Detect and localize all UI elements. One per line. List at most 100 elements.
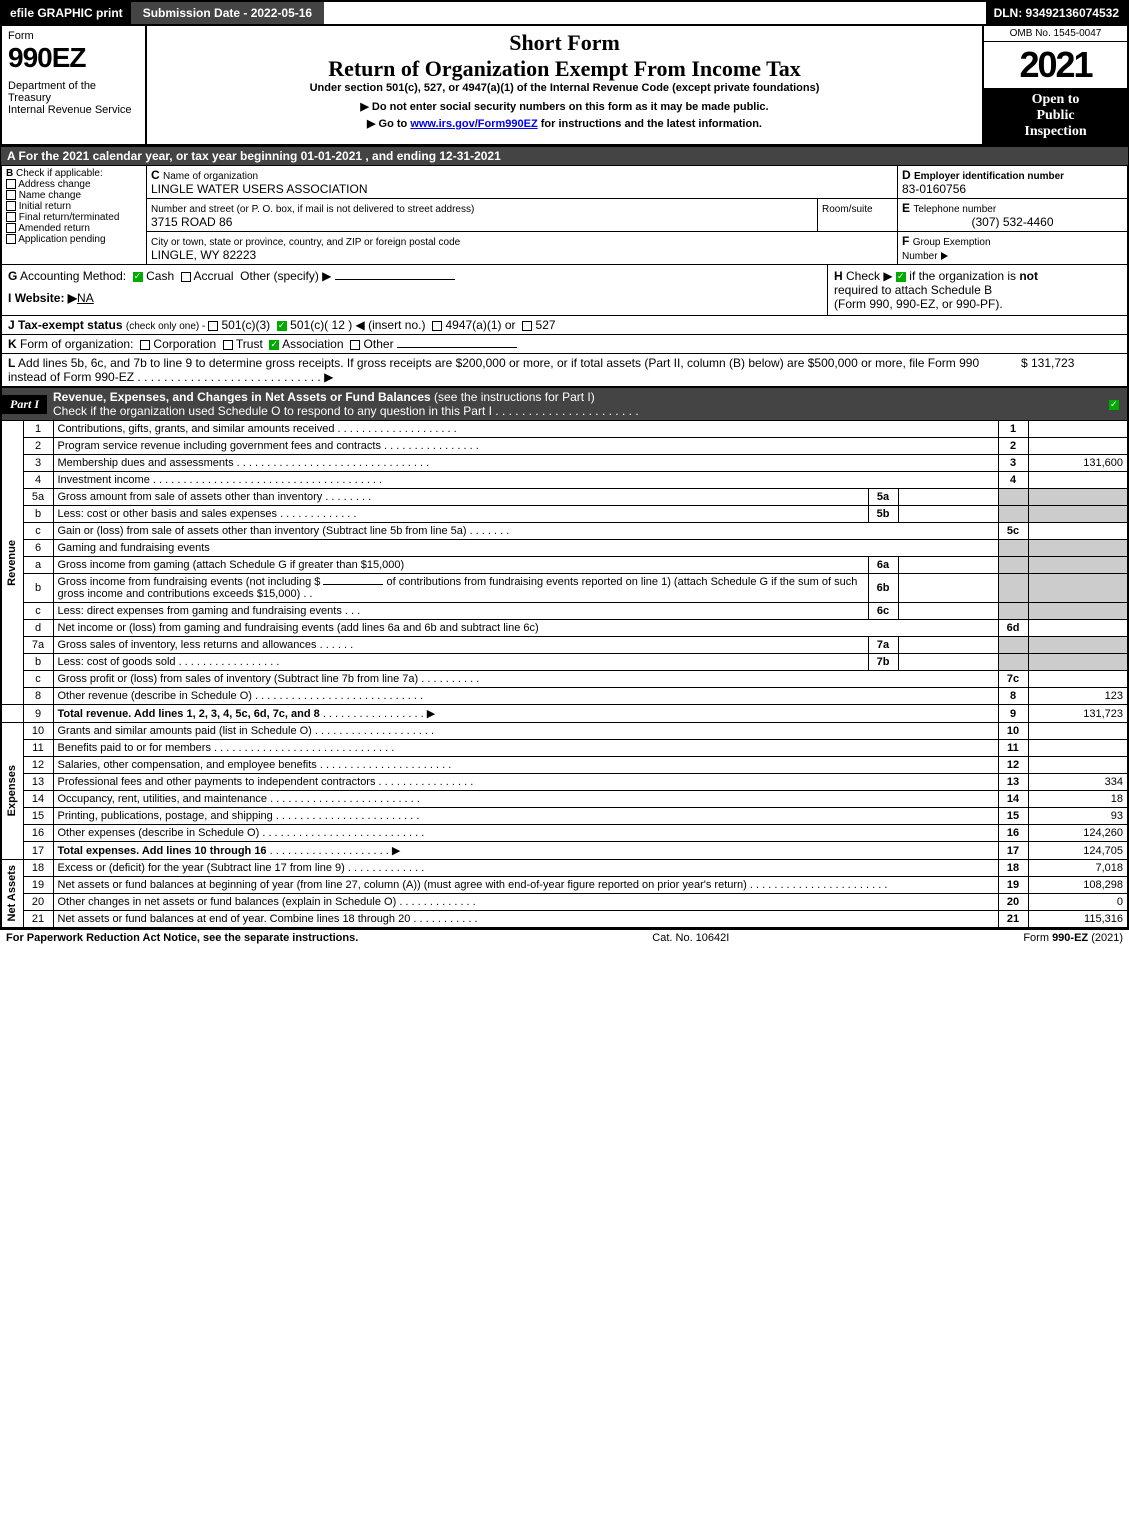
line-20-num: 20 <box>23 894 53 911</box>
checkbox-4947[interactable] <box>432 321 442 331</box>
line-3-text: Membership dues and assessments <box>58 457 234 469</box>
row-line-2: 2 Program service revenue including gove… <box>1 438 1128 455</box>
row-line-20: 20 Other changes in net assets or fund b… <box>1 894 1128 911</box>
checkbox-501c3[interactable] <box>208 321 218 331</box>
checkbox-other-org[interactable] <box>350 340 360 350</box>
line-3-box: 3 <box>998 455 1028 472</box>
row-line-5c: c Gain or (loss) from sale of assets oth… <box>1 523 1128 540</box>
efile-print-label[interactable]: efile GRAPHIC print <box>2 2 131 24</box>
opt-other-org: Other <box>364 337 394 351</box>
line-6d-box: 6d <box>998 620 1028 637</box>
footer-form-pre: Form <box>1023 932 1052 944</box>
checkbox-name-change[interactable] <box>6 190 16 200</box>
line-18-num: 18 <box>23 860 53 877</box>
line-18-val: 7,018 <box>1028 860 1128 877</box>
block-c: C Name of organization LINGLE WATER USER… <box>147 166 897 264</box>
line-1-val <box>1028 421 1128 438</box>
checkbox-initial-return[interactable] <box>6 201 16 211</box>
checkbox-cash[interactable] <box>133 272 143 282</box>
row-line-12: 12 Salaries, other compensation, and emp… <box>1 757 1128 774</box>
line-5c-val <box>1028 523 1128 540</box>
shaded-cell <box>1028 637 1128 654</box>
g-label: G <box>8 269 17 283</box>
checkbox-accrual[interactable] <box>181 272 191 282</box>
line-9-text: Total revenue. Add lines 1, 2, 3, 4, 5c,… <box>58 708 320 720</box>
line-12-text: Salaries, other compensation, and employ… <box>58 759 317 771</box>
netassets-section-label: Net Assets <box>6 865 18 921</box>
row-line-6a: a Gross income from gaming (attach Sched… <box>1 557 1128 574</box>
line-19-box: 19 <box>998 877 1028 894</box>
row-j: J Tax-exempt status (check only one) - 5… <box>0 315 1129 334</box>
shaded-cell <box>998 574 1028 603</box>
shaded-cell <box>1028 574 1128 603</box>
checkbox-schedule-b[interactable] <box>896 272 906 282</box>
line-6b-blank[interactable] <box>323 584 383 585</box>
l-label: L <box>8 356 15 370</box>
line-4-num: 4 <box>23 472 53 489</box>
line-14-val: 18 <box>1028 791 1128 808</box>
opt-name-change: Name change <box>19 190 81 201</box>
row-l: L Add lines 5b, 6c, and 7b to line 9 to … <box>0 353 1129 388</box>
checkbox-association[interactable] <box>269 340 279 350</box>
line-20-text: Other changes in net assets or fund bala… <box>58 896 397 908</box>
row-g: G Accounting Method: Cash Accrual Other … <box>2 265 827 315</box>
line-6b-box: 6b <box>868 574 898 603</box>
inspect-2: Public <box>986 108 1125 124</box>
line-16-text: Other expenses (describe in Schedule O) <box>58 827 260 839</box>
row-line-6: 6 Gaming and fundraising events <box>1 540 1128 557</box>
line-2-val <box>1028 438 1128 455</box>
line-6d-text: Net income or (loss) from gaming and fun… <box>58 622 539 634</box>
row-gh: G Accounting Method: Cash Accrual Other … <box>0 264 1129 315</box>
irs-label: Internal Revenue Service <box>8 104 139 116</box>
line-5a-text: Gross amount from sale of assets other t… <box>58 491 323 503</box>
website-value: NA <box>77 291 94 305</box>
row-line-11: 11 Benefits paid to or for members . . .… <box>1 740 1128 757</box>
other-specify-input[interactable] <box>335 279 455 280</box>
dept-treasury: Department of the Treasury <box>8 80 139 104</box>
footer-form-num: 990-EZ <box>1052 932 1088 944</box>
checkbox-application-pending[interactable] <box>6 234 16 244</box>
ein-label: Employer identification number <box>914 171 1064 182</box>
checkbox-trust[interactable] <box>223 340 233 350</box>
shaded-cell <box>1028 557 1128 574</box>
line-11-num: 11 <box>23 740 53 757</box>
line-5c-box: 5c <box>998 523 1028 540</box>
row-line-15: 15 Printing, publications, postage, and … <box>1 808 1128 825</box>
checkbox-amended-return[interactable] <box>6 223 16 233</box>
irs-link[interactable]: www.irs.gov/Form990EZ <box>410 118 537 130</box>
line-12-num: 12 <box>23 757 53 774</box>
opt-4947: 4947(a)(1) or <box>445 318 515 332</box>
row-line-18: Net Assets 18 Excess or (deficit) for th… <box>1 860 1128 877</box>
checkbox-527[interactable] <box>522 321 532 331</box>
checkbox-address-change[interactable] <box>6 179 16 189</box>
line-10-num: 10 <box>23 723 53 740</box>
part-1-label: Part I <box>2 395 47 414</box>
inspect-1: Open to <box>986 92 1125 108</box>
line-21-box: 21 <box>998 911 1028 929</box>
arrow-icon <box>941 252 948 260</box>
line-17-num: 17 <box>23 842 53 860</box>
line-12-val <box>1028 757 1128 774</box>
checkbox-corporation[interactable] <box>140 340 150 350</box>
checkbox-501c[interactable] <box>277 321 287 331</box>
line-14-num: 14 <box>23 791 53 808</box>
checkbox-final-return[interactable] <box>6 212 16 222</box>
accrual-label: Accrual <box>193 269 233 283</box>
opt-501c12: 501(c)( 12 ) ◀ (insert no.) <box>290 318 425 332</box>
l-value: $ 131,723 <box>1021 356 1121 384</box>
website-label: Website: ▶ <box>15 291 77 305</box>
line-6-num: 6 <box>23 540 53 557</box>
topbar-spacer <box>324 2 985 24</box>
other-org-input[interactable] <box>397 347 517 348</box>
line-13-box: 13 <box>998 774 1028 791</box>
shaded-cell <box>998 637 1028 654</box>
line-1-box: 1 <box>998 421 1028 438</box>
line-7c-num: c <box>23 671 53 688</box>
checkbox-schedule-o[interactable] <box>1109 400 1119 410</box>
tel-value: (307) 532-4460 <box>902 215 1123 229</box>
line-6c-text: Less: direct expenses from gaming and fu… <box>58 605 342 617</box>
expenses-section-label: Expenses <box>6 765 18 816</box>
block-b: B Check if applicable: Address change Na… <box>2 166 147 264</box>
line-21-num: 21 <box>23 911 53 929</box>
open-public-inspection: Open to Public Inspection <box>984 88 1127 144</box>
